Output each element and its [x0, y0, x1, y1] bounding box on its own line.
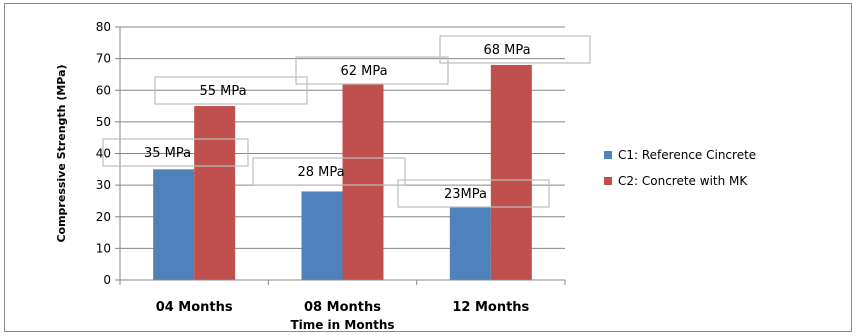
- data-label: 35 MPa: [144, 146, 191, 161]
- data-label-box: [154, 76, 308, 105]
- legend-label: C2: Concrete with MK: [618, 174, 748, 188]
- y-tick-label: 50: [96, 115, 111, 129]
- legend-swatch: [604, 177, 612, 185]
- bar-c1: [301, 191, 343, 280]
- legend-label: C1: Reference Cincrete: [618, 148, 756, 162]
- bar-c1: [449, 207, 491, 280]
- data-label-box: [102, 138, 249, 167]
- data-label: 28 MPa: [297, 165, 344, 180]
- bar-c1: [153, 169, 195, 280]
- bar-c2: [342, 83, 384, 280]
- x-tick-label: 08 Months: [304, 300, 381, 315]
- data-label: 55 MPa: [199, 84, 246, 99]
- data-label: 62 MPa: [340, 64, 387, 79]
- bar-c2: [490, 64, 532, 280]
- y-tick-label: 20: [96, 210, 111, 224]
- x-axis-title: Time in Months: [290, 318, 394, 332]
- y-tick-label: 10: [96, 241, 111, 255]
- legend-swatch: [604, 151, 612, 159]
- bar-c2: [194, 106, 236, 280]
- y-tick-label: 30: [96, 178, 111, 192]
- chart-frame: [4, 3, 852, 332]
- x-tick-label: 04 Months: [156, 300, 233, 315]
- y-tick-label: 60: [96, 83, 111, 97]
- data-label-box: [439, 35, 591, 64]
- data-label-box: [252, 157, 406, 186]
- y-tick-label: 0: [103, 273, 111, 287]
- data-label: 68 MPa: [483, 43, 530, 58]
- y-axis-title: Compressive Strength (MPa): [55, 64, 68, 242]
- y-tick-label: 70: [96, 52, 111, 66]
- y-tick-label: 80: [96, 20, 111, 34]
- data-label-box: [397, 179, 550, 208]
- x-tick-label: 12 Months: [452, 300, 529, 315]
- data-label: 23MPa: [444, 187, 487, 202]
- data-label-box: [295, 56, 449, 85]
